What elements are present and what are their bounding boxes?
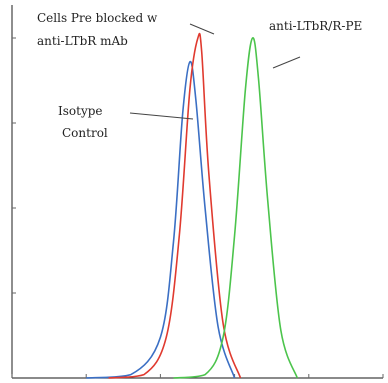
annotation-isotype-line-1: Isotype: [58, 104, 103, 118]
annotation-isotype-control: Isotype Control: [58, 104, 194, 140]
annotation-isotype-leader: [129, 112, 194, 120]
annotation-preblocked-line-1: Cells Pre blocked w: [37, 11, 158, 25]
series-line-2: [173, 37, 299, 379]
annotation-anti-ltbr-pe-leader: [272, 56, 301, 69]
histogram-series: [86, 32, 299, 379]
annotation-anti-ltbr-pe: anti-LTbR/R-PE: [269, 19, 362, 69]
y-axis-ticks: [12, 37, 16, 294]
annotation-preblocked: Cells Pre blocked w anti-LTbR mAb: [37, 11, 215, 48]
series-line-1: [108, 32, 242, 379]
annotation-preblocked-leader: [189, 23, 215, 35]
annotation-isotype-line-2: Control: [62, 126, 108, 140]
plot-frame: [11, 5, 383, 379]
annotation-preblocked-line-2: anti-LTbR mAb: [37, 34, 128, 48]
annotation-anti-ltbr-pe-text: anti-LTbR/R-PE: [269, 19, 362, 33]
x-axis-ticks: [11, 374, 384, 378]
series-line-0: [86, 60, 236, 379]
